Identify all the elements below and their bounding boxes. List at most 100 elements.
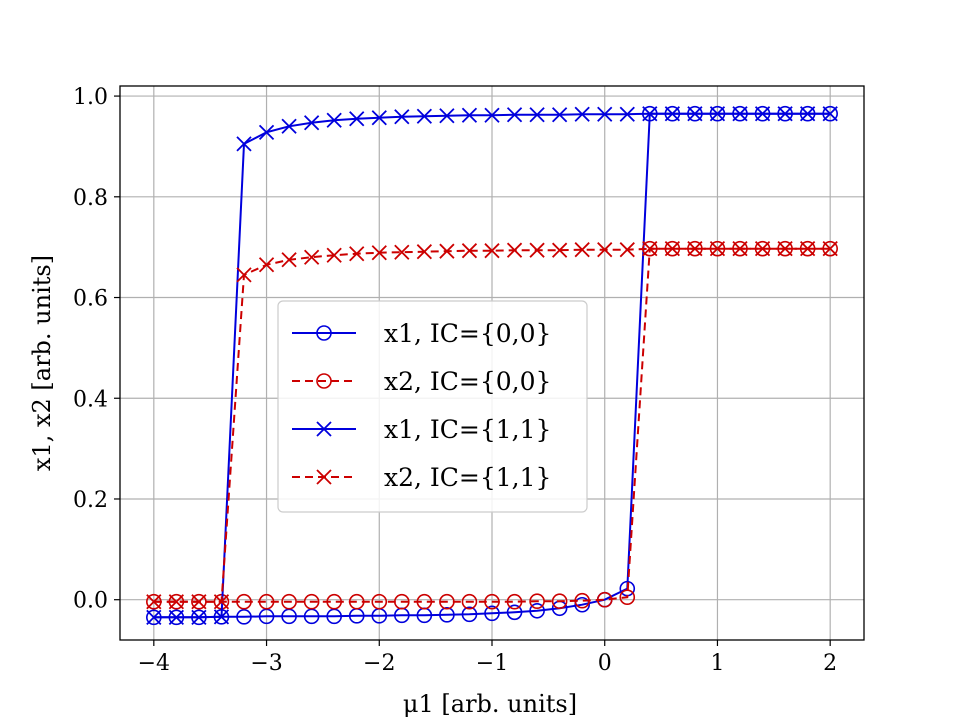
data-point bbox=[461, 243, 478, 259]
data-point bbox=[799, 241, 816, 257]
data-point bbox=[529, 602, 545, 619]
data-point bbox=[574, 106, 590, 122]
data-point bbox=[303, 115, 320, 131]
data-point bbox=[303, 593, 320, 610]
data-point bbox=[146, 594, 162, 610]
y-tick-label: 0.0 bbox=[73, 589, 108, 614]
legend-marker bbox=[316, 421, 332, 437]
data-point bbox=[371, 245, 387, 261]
data-point bbox=[371, 110, 387, 126]
plot-series bbox=[146, 105, 838, 626]
data-point bbox=[687, 241, 703, 257]
data-point bbox=[642, 241, 658, 257]
data-point bbox=[349, 111, 365, 127]
legend-item: x2, IC={0,0} bbox=[292, 367, 551, 396]
legend-marker bbox=[316, 373, 332, 389]
data-point bbox=[484, 593, 500, 610]
data-point bbox=[258, 593, 275, 610]
data-point bbox=[439, 593, 455, 610]
data-point bbox=[754, 106, 771, 122]
data-point bbox=[574, 242, 590, 258]
x-tick-label: 1 bbox=[710, 651, 724, 676]
data-point bbox=[597, 242, 613, 258]
y-tick-label: 0.6 bbox=[73, 287, 108, 312]
data-point bbox=[236, 593, 252, 610]
data-point bbox=[281, 118, 297, 134]
legend-marker bbox=[316, 325, 332, 341]
data-point bbox=[416, 108, 433, 124]
x-tick-label: −1 bbox=[476, 651, 508, 676]
data-point bbox=[484, 107, 500, 123]
legend-marker bbox=[316, 469, 332, 485]
data-point bbox=[732, 241, 748, 257]
data-point bbox=[574, 592, 590, 609]
data-point bbox=[348, 593, 365, 610]
data-point bbox=[168, 594, 185, 610]
data-point bbox=[506, 593, 523, 610]
data-point bbox=[281, 252, 297, 268]
data-point bbox=[258, 124, 275, 140]
data-point bbox=[506, 604, 523, 621]
legend-item: x1, IC={1,1} bbox=[292, 415, 551, 444]
data-point bbox=[461, 107, 478, 123]
data-point bbox=[236, 609, 252, 625]
data-point bbox=[371, 593, 388, 610]
x-tick-label: 0 bbox=[598, 651, 612, 676]
legend-item: x1, IC={0,0} bbox=[292, 319, 551, 348]
x-tick-label: −2 bbox=[363, 651, 395, 676]
data-point bbox=[551, 242, 568, 258]
data-point bbox=[326, 593, 342, 610]
legend: x1, IC={0,0} x2, IC={0,0} x1, IC={1,1} x2, … bbox=[277, 300, 588, 513]
legend-label: x2, IC={1,1} bbox=[384, 463, 551, 492]
data-point bbox=[394, 244, 410, 260]
data-point bbox=[709, 106, 726, 122]
data-point bbox=[574, 596, 590, 613]
data-point bbox=[619, 106, 635, 122]
data-point bbox=[732, 106, 748, 122]
y-tick-label: 0.4 bbox=[73, 387, 108, 412]
data-point bbox=[416, 593, 433, 610]
data-point bbox=[529, 593, 545, 610]
legend-item: x2, IC={1,1} bbox=[292, 463, 551, 492]
data-point bbox=[642, 106, 658, 122]
x-tick-label: −3 bbox=[250, 651, 282, 676]
data-point bbox=[236, 136, 252, 152]
data-point bbox=[349, 246, 365, 262]
axis-ticks: −4 −3 −2 −1 0 1 2 0.0 0.2 0.4 0.6 0.8 1.0 bbox=[73, 85, 837, 676]
legend-label: x2, IC={0,0} bbox=[384, 367, 551, 396]
data-point bbox=[799, 106, 816, 122]
data-point bbox=[394, 593, 410, 610]
data-point bbox=[439, 108, 455, 124]
data-point bbox=[281, 593, 297, 610]
data-point bbox=[529, 107, 545, 123]
data-point bbox=[303, 249, 320, 265]
data-point bbox=[664, 241, 681, 257]
data-point bbox=[191, 609, 207, 625]
x-axis-label: μ1 [arb. units] bbox=[403, 690, 577, 718]
data-point bbox=[213, 594, 230, 610]
data-point bbox=[461, 606, 478, 623]
data-point bbox=[754, 241, 771, 257]
data-point bbox=[461, 593, 478, 610]
series-x1-ic-1-1- bbox=[146, 106, 838, 625]
data-point bbox=[439, 243, 455, 259]
data-point bbox=[213, 609, 230, 625]
data-point bbox=[822, 241, 838, 257]
data-point bbox=[416, 244, 433, 260]
data-point bbox=[236, 267, 252, 283]
data-point bbox=[551, 107, 568, 123]
data-point bbox=[664, 106, 681, 122]
legend-label: x1, IC={0,0} bbox=[384, 319, 551, 348]
y-tick-label: 0.8 bbox=[73, 186, 108, 211]
data-point bbox=[506, 242, 523, 258]
x-tick-label: −4 bbox=[138, 651, 170, 676]
data-point bbox=[484, 605, 500, 622]
data-point bbox=[777, 106, 793, 122]
data-point bbox=[687, 106, 703, 122]
data-point bbox=[484, 243, 500, 259]
y-tick-label: 1.0 bbox=[73, 85, 108, 110]
data-point bbox=[596, 591, 613, 608]
data-point bbox=[687, 240, 703, 257]
data-point bbox=[191, 594, 207, 610]
